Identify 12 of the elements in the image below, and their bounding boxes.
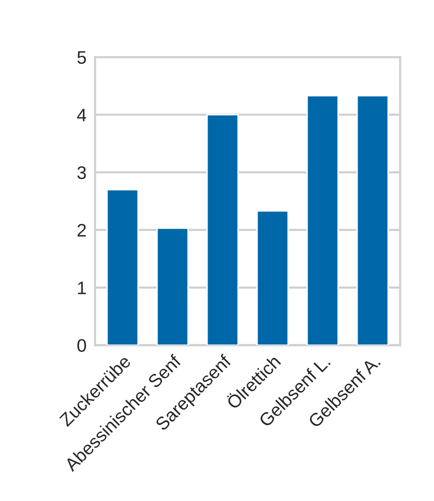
bar <box>256 210 289 346</box>
y-tick-label: 4 <box>77 108 86 122</box>
bar <box>156 228 189 346</box>
y-tick-label: 2 <box>78 224 86 236</box>
y-tick-label: 5 <box>77 51 86 64</box>
bar <box>106 188 139 346</box>
y-tick-label: 1 <box>78 282 86 294</box>
bar <box>356 95 389 346</box>
bar <box>206 114 239 346</box>
y-tick-label: 0 <box>77 339 86 352</box>
y-tick-label: 3 <box>77 166 86 180</box>
bar <box>306 95 339 346</box>
